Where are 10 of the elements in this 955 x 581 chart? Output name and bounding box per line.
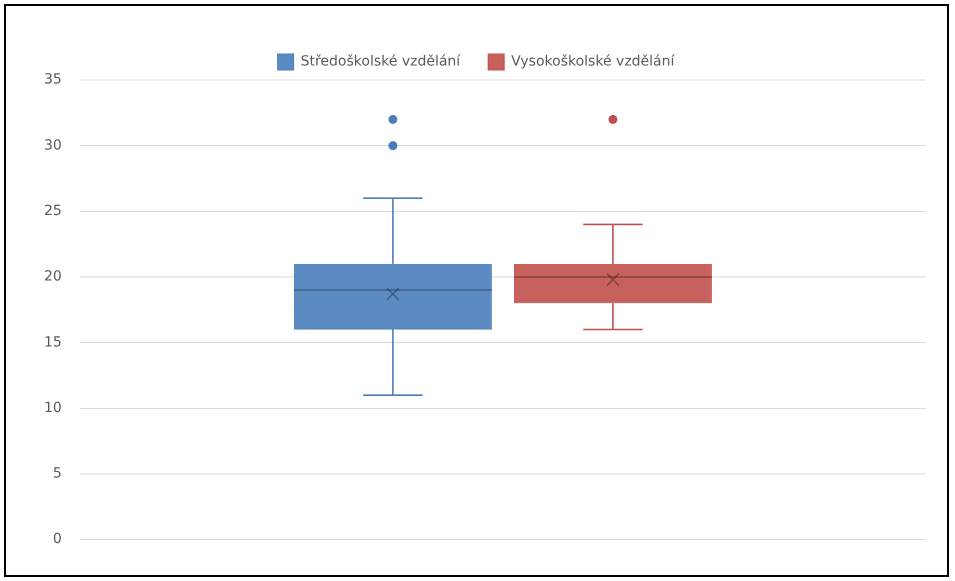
y-tick-label: 15 (44, 334, 62, 350)
y-tick-label: 30 (44, 137, 62, 154)
y-tick-label: 20 (44, 268, 62, 285)
legend-label: Vysokoškolské vzdělání (511, 54, 676, 70)
y-tick-label: 10 (44, 400, 62, 416)
y-tick-label: 25 (44, 202, 62, 219)
y-tick-label: 5 (52, 466, 62, 482)
legend-label: Středoškolské vzdělání (300, 54, 462, 70)
y-tick-label: 35 (44, 72, 62, 88)
y-tick-label: 0 (52, 531, 62, 548)
